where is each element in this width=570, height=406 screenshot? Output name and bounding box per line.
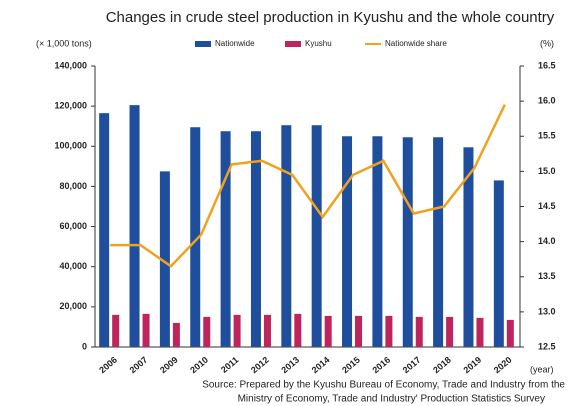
x-tick-label: 2007 — [128, 355, 150, 376]
share-line — [110, 104, 506, 268]
x-tick-label: 2014 — [310, 355, 332, 376]
bar — [506, 319, 514, 347]
bar — [294, 313, 302, 347]
x-tick-label: 2006 — [97, 355, 119, 376]
bar — [372, 136, 383, 347]
y-unit: (× 1,000 tons) — [36, 38, 92, 48]
bar — [342, 136, 353, 347]
bar — [250, 131, 261, 347]
bar — [99, 113, 110, 348]
bar — [402, 137, 413, 347]
legend-label: Nationwide share — [385, 39, 447, 48]
bar — [476, 317, 484, 347]
y-tick-label: 60,000 — [59, 221, 87, 231]
x-tick-label: 2009 — [158, 355, 180, 376]
x-tick-label: 2019 — [462, 355, 484, 376]
legend-label: Kyushu — [305, 39, 332, 48]
y-tick-label: 120,000 — [54, 101, 87, 111]
bar — [493, 180, 504, 347]
bar — [311, 125, 322, 347]
source: Ministry of Economy, Trade and Industry'… — [238, 394, 545, 405]
bar — [355, 315, 363, 347]
bar — [433, 137, 444, 347]
bar — [324, 315, 332, 347]
y-tick-label: 80,000 — [59, 181, 87, 191]
bar — [385, 315, 393, 347]
x-tick-label: 2018 — [431, 355, 453, 376]
legend-swatch — [195, 41, 211, 47]
bar — [446, 316, 454, 347]
legend-label: Nationwide — [215, 39, 255, 48]
bar — [415, 316, 423, 347]
x-tick-label: 2016 — [370, 355, 392, 376]
y-tick-label: 100,000 — [54, 141, 87, 151]
bar — [281, 125, 292, 347]
x-tick-label: 2013 — [279, 355, 301, 376]
bar — [233, 314, 241, 347]
bar — [463, 147, 474, 347]
y2-tick-label: 12.5 — [538, 341, 556, 351]
bar — [129, 105, 140, 347]
x-tick-label: 2015 — [340, 355, 362, 376]
x-tick-label: 2020 — [492, 355, 514, 376]
y2-unit: (%) — [540, 38, 554, 48]
y2-tick-label: 15.0 — [538, 166, 556, 176]
y2-tick-label: 14.0 — [538, 236, 556, 246]
bar — [159, 171, 170, 347]
bar — [220, 131, 231, 347]
bar — [203, 316, 211, 347]
y-tick-label: 0 — [82, 341, 87, 351]
bar — [112, 314, 120, 347]
y-tick-label: 20,000 — [59, 301, 87, 311]
y2-tick-label: 15.5 — [538, 131, 556, 141]
bar — [142, 313, 150, 347]
x-tick-label: 2011 — [219, 355, 240, 375]
y-tick-label: 40,000 — [59, 261, 87, 271]
bar — [172, 322, 180, 347]
legend-swatch — [285, 41, 301, 47]
x-tick-label: 2010 — [188, 355, 210, 376]
x-tick-label: 2017 — [401, 355, 423, 376]
y2-tick-label: 14.5 — [538, 201, 556, 211]
x-unit: (year) — [530, 364, 554, 374]
y2-tick-label: 16.0 — [538, 96, 556, 106]
y2-tick-label: 16.5 — [538, 60, 556, 70]
x-tick-label: 2012 — [249, 355, 271, 376]
y2-tick-label: 13.5 — [538, 271, 556, 281]
chart-title: Changes in crude steel production in Kyu… — [106, 9, 555, 26]
bar — [263, 314, 271, 347]
y-tick-label: 140,000 — [54, 60, 87, 70]
source: Source: Prepared by the Kyushu Bureau of… — [202, 380, 565, 391]
y2-tick-label: 13.0 — [538, 306, 556, 316]
bar — [190, 127, 201, 347]
